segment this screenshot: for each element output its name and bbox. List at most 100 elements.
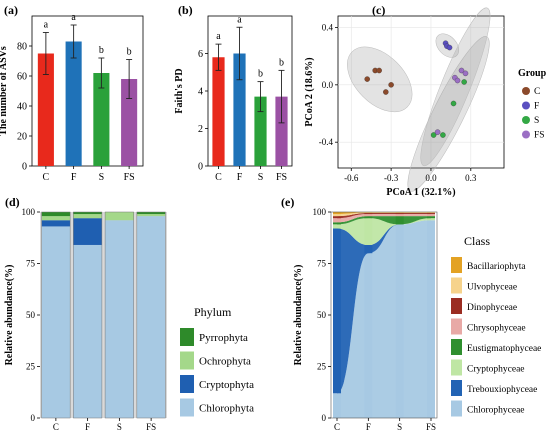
x-tick-label-F: F xyxy=(366,422,371,432)
point-S xyxy=(461,79,467,85)
column-Chlorophyceae-FS xyxy=(427,220,435,418)
significance-letter-C: a xyxy=(216,31,221,42)
bar-S xyxy=(254,96,267,166)
area-Dinophyceae xyxy=(337,213,431,219)
panel-label-a: (a) xyxy=(4,3,18,17)
point-C xyxy=(383,89,389,95)
x-tick-label-C: C xyxy=(43,172,50,183)
legend-label-Ulvophyceae: Ulvophyceae xyxy=(467,283,517,293)
x-tick-label-C: C xyxy=(334,422,340,432)
bar-C xyxy=(37,53,54,166)
column-Trebouxiophyceae-C xyxy=(333,228,341,394)
area-Cryptophyceae xyxy=(337,218,431,245)
column-Chlorophyceae-F xyxy=(364,253,373,418)
area-Bacillariophyta xyxy=(337,212,431,215)
area-Chrysophyceae xyxy=(337,214,431,223)
point-F xyxy=(446,44,453,51)
legend-marker-FS xyxy=(522,130,530,139)
point-S xyxy=(440,132,446,138)
x-axis-label: PCoA 1 (32.1%) xyxy=(386,187,455,198)
x-tick-label: 0.0 xyxy=(425,173,437,183)
panel-b-faith-pd-bar-chart: 0 2 4 6 a Ca Fb Sb FS Faith's PD xyxy=(174,14,293,183)
legend-marker-C xyxy=(522,87,530,95)
column-Eustigmatophyceae-F xyxy=(364,216,373,219)
column-Cryptophyceae-FS xyxy=(427,218,435,221)
legend-swatch-Chrysophyceae xyxy=(451,318,462,335)
x-tick-label-F: F xyxy=(85,422,90,432)
x-tick-label-F: F xyxy=(237,172,243,183)
y-tick-label: 75 xyxy=(317,259,327,269)
significance-letter-S: b xyxy=(99,45,104,56)
column-Cryptophyceae-C xyxy=(333,224,341,229)
point-C xyxy=(388,82,394,88)
legend-swatch-Eustigmatophyceae xyxy=(451,339,462,355)
legend-label-Ochrophyta: Ochrophyta xyxy=(199,356,251,368)
legend-label-Cryptophyceae: Cryptophyceae xyxy=(467,365,525,375)
y-axis-label: The number of ASVs xyxy=(0,46,9,136)
legend-title: Group xyxy=(518,68,547,79)
legend-swatch-Trebouxiophyceae xyxy=(451,380,462,396)
column-Ulvophyceae-FS xyxy=(427,212,435,214)
y-axis-label: PCoA 2 (18.6%) xyxy=(304,57,315,126)
stack-segment-Ochrophyta-C xyxy=(41,216,71,221)
ellipse-C xyxy=(347,46,413,113)
y-tick-label: 50 xyxy=(317,310,327,320)
x-tick-label-S: S xyxy=(117,422,122,432)
bar-FS xyxy=(121,79,138,166)
bar-S xyxy=(93,73,110,166)
point-FS xyxy=(434,129,441,135)
x-tick-label-FS: FS xyxy=(124,172,135,183)
significance-letter-F: a xyxy=(71,12,76,23)
legend-title: Phylum xyxy=(194,305,232,319)
column-Bacillariophyta-C xyxy=(333,212,341,215)
column-Chrysophyceae-C xyxy=(333,218,341,223)
column-Dinophyceae-F xyxy=(364,213,373,215)
panel-c-pcoa-scatter: -0.6 -0.3 0.0 0.3 -0.4 0.0 0.4 PCoA 1 (32.1%) PC… xyxy=(304,7,547,198)
significance-letter-FS: b xyxy=(279,57,284,68)
legend-marker-S xyxy=(522,116,530,124)
column-Chrysophyceae-S xyxy=(395,214,404,217)
x-tick-label-FS: FS xyxy=(276,172,287,183)
column-Chrysophyceae-FS xyxy=(427,214,435,217)
legend-label-F: F xyxy=(534,102,539,112)
bar-FS xyxy=(275,96,288,166)
legend-label-C: C xyxy=(534,87,540,97)
y-tick-label: 0 xyxy=(31,413,36,423)
x-tick-label: -0.6 xyxy=(344,173,359,183)
y-tick-label: 25 xyxy=(26,362,36,372)
stack-segment-Chlorophyta-S xyxy=(105,220,134,418)
x-tick-label-S: S xyxy=(397,422,402,432)
bar-F xyxy=(233,53,246,166)
y-tick-label: 0.4 xyxy=(322,22,334,32)
legend-swatch-Chlorophyceae xyxy=(451,400,462,417)
y-tick-label: 20 xyxy=(17,132,27,143)
y-tick-label: 6 xyxy=(198,49,203,60)
stack-segment-Chlorophyta-FS xyxy=(136,216,166,418)
plot-frame xyxy=(31,15,144,167)
y-tick-label: 80 xyxy=(17,42,27,53)
y-tick-label: 0 xyxy=(22,162,27,173)
legend-swatch-Ochrophyta xyxy=(180,351,194,370)
column-Dinophyceae-FS xyxy=(427,213,435,215)
column-Ulvophyceae-S xyxy=(395,212,404,214)
plot-frame xyxy=(337,15,505,169)
bar-C xyxy=(212,57,225,166)
point-S xyxy=(430,132,437,138)
column-Trebouxiophyceae-F xyxy=(364,244,373,254)
stack-segment-Pyrrophyta-C xyxy=(41,212,71,217)
significance-letter-C: a xyxy=(44,20,49,31)
y-tick-label: 50 xyxy=(26,310,36,320)
point-FS xyxy=(454,77,461,84)
y-axis-label: Relative abundance(%) xyxy=(293,265,304,366)
legend-label-Dinophyceae: Dinophyceae xyxy=(467,303,517,313)
point-C xyxy=(376,67,382,74)
legend-label-Chlorophyta: Chlorophyta xyxy=(199,403,254,415)
area-Trebouxiophyceae xyxy=(337,220,431,394)
legend-swatch-Pyrrophyta xyxy=(180,328,194,346)
legend-marker-F xyxy=(522,101,530,110)
y-tick-label: 0 xyxy=(198,162,203,173)
legend-swatch-Cryptophyta xyxy=(180,375,194,393)
y-tick-label: 100 xyxy=(22,207,36,217)
point-FS xyxy=(458,67,465,74)
legend-label-Eustigmatophyceae: Eustigmatophyceae xyxy=(467,344,541,354)
